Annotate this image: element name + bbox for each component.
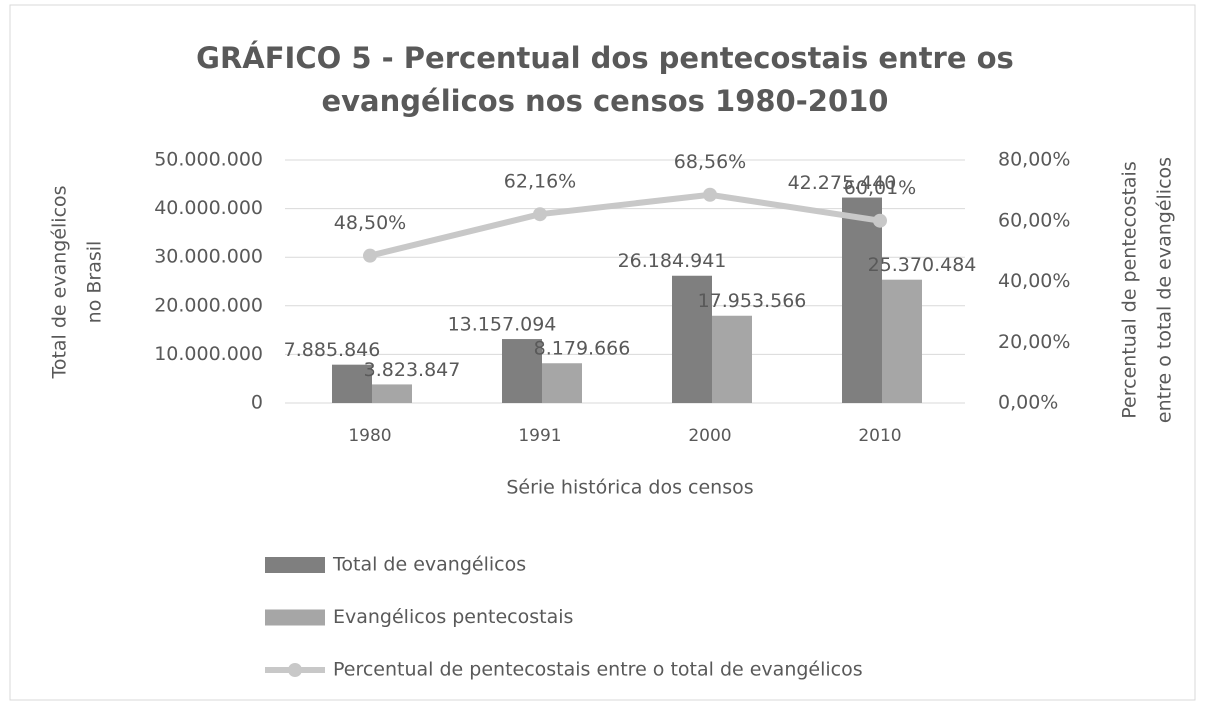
bar	[332, 364, 372, 403]
x-tick-label: 2010	[858, 426, 901, 446]
y2-axis-title: entre o total de evangélicos	[1154, 157, 1176, 423]
y-tick-label: 40.000.000	[154, 197, 263, 219]
data-label: 26.184.941	[618, 250, 727, 272]
legend-swatch	[288, 663, 302, 677]
bar	[672, 275, 712, 403]
y-axis-title: Total de evangélicos	[49, 185, 71, 379]
chart-border	[9, 4, 1196, 701]
x-tick-label: 2000	[688, 426, 731, 446]
line-marker	[873, 213, 887, 228]
y2-tick-label: 40,00%	[998, 270, 1070, 292]
legend-label: Percentual de pentecostais entre o total…	[333, 659, 863, 681]
y-tick-label: 30.000.000	[154, 246, 263, 268]
y2-tick-label: 20,00%	[998, 331, 1070, 353]
line	[369, 191, 881, 259]
data-label: 62,16%	[504, 171, 576, 193]
y-tick-label: 0	[251, 392, 263, 414]
bar	[502, 339, 542, 403]
bar	[842, 197, 882, 403]
legend-swatch	[265, 609, 325, 626]
y-tick-label: 20.000.000	[154, 294, 263, 316]
data-label: 7.885.846	[284, 339, 381, 361]
line-marker	[703, 187, 717, 202]
data-label: 42.275.440	[788, 172, 897, 194]
y2-tick-label: 0,00%	[998, 392, 1058, 414]
data-label: 68,56%	[674, 151, 746, 173]
x-tick-label: 1980	[348, 426, 391, 446]
legend-label: Evangélicos pentecostais	[333, 606, 573, 628]
data-label: 8.179.666	[534, 338, 631, 360]
x-axis-title: Série histórica dos censos	[506, 477, 753, 499]
line-marker	[363, 248, 377, 263]
data-label: 25.370.484	[868, 254, 977, 276]
data-label: 48,50%	[334, 212, 406, 234]
y-tick-label: 50.000.000	[154, 149, 263, 171]
bar	[372, 384, 412, 403]
bar	[542, 363, 582, 403]
data-label: 17.953.566	[698, 290, 807, 312]
y2-tick-label: 60,00%	[998, 209, 1070, 231]
data-label: 3.823.847	[364, 359, 461, 381]
y-tick-label: 10.000.000	[154, 343, 263, 365]
legend-swatch	[265, 557, 325, 573]
chart-title: evangélicos nos censos 1980-2010	[321, 84, 888, 118]
bar	[712, 315, 752, 403]
data-label: 60,01%	[844, 177, 916, 199]
bar	[882, 279, 922, 403]
y-axis-title: no Brasil	[84, 241, 106, 324]
x-tick-label: 1991	[518, 426, 561, 446]
legend-label: Total de evangélicos	[332, 554, 526, 576]
chart-title: GRÁFICO 5 - Percentual dos pentecostais …	[196, 41, 1014, 75]
line-marker	[533, 207, 547, 222]
data-label: 13.157.094	[448, 314, 557, 336]
y2-tick-label: 80,00%	[998, 149, 1070, 171]
y2-axis-title: Percentual de pentecostais	[1119, 161, 1141, 418]
